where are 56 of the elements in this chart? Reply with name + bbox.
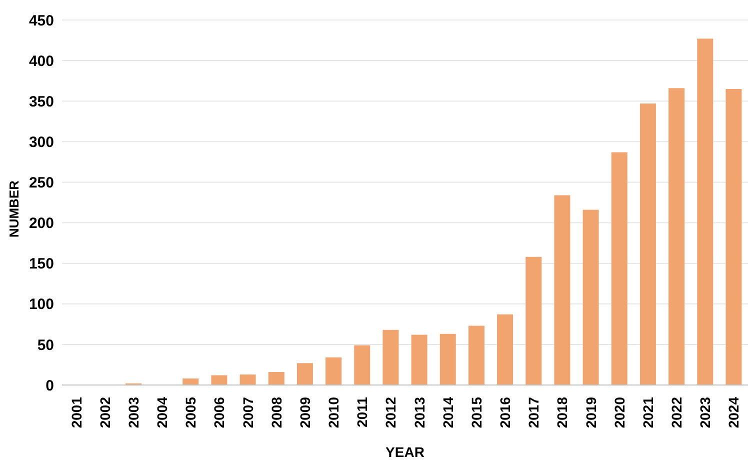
y-tick-label: 100 <box>28 296 54 314</box>
bar <box>296 363 313 385</box>
x-tick-label: 2021 <box>640 396 656 428</box>
x-tick-label: 2007 <box>240 396 256 428</box>
bar <box>582 210 599 385</box>
x-tick-label: 2023 <box>697 396 714 428</box>
y-tick-label: 250 <box>28 174 54 192</box>
x-tick-label: 2009 <box>296 396 313 428</box>
bar <box>526 256 542 385</box>
y-tick-label: 400 <box>28 52 54 70</box>
bar <box>440 334 456 385</box>
x-tick-label: 2020 <box>611 396 628 428</box>
y-tick-label: 150 <box>28 256 54 273</box>
y-tick-label: 450 <box>28 12 54 30</box>
x-tick-label: 2006 <box>211 396 228 428</box>
bar <box>382 330 399 385</box>
x-tick-label: 2005 <box>182 396 199 428</box>
y-tick-label: 0 <box>46 377 54 394</box>
bar <box>668 88 685 385</box>
y-tick-label: 50 <box>37 336 54 354</box>
bar <box>468 326 484 385</box>
x-tick-label: 2004 <box>154 396 170 428</box>
bar <box>326 357 342 385</box>
x-tick-label: 2001 <box>68 396 84 428</box>
x-tick-label: 2014 <box>440 396 456 428</box>
x-tick-label: 2013 <box>411 396 428 428</box>
y-tick-label: 300 <box>28 134 54 151</box>
bar <box>497 314 514 385</box>
bar <box>640 104 656 385</box>
bar <box>211 375 228 385</box>
bar <box>726 88 742 385</box>
y-axis-title: NUMBER <box>6 180 22 238</box>
bar <box>554 195 570 385</box>
x-axis-title: YEAR <box>386 444 424 460</box>
bar <box>268 372 284 385</box>
x-tick-label: 2010 <box>326 396 342 428</box>
bar <box>182 378 199 385</box>
x-tick-label: 2008 <box>268 396 284 428</box>
x-tick-label: 2012 <box>382 396 399 428</box>
x-tick-label: 2003 <box>125 396 142 428</box>
x-tick-label: 2019 <box>582 396 599 428</box>
x-tick-label: 2024 <box>726 396 742 428</box>
x-tick-label: 2002 <box>96 396 113 428</box>
x-tick-label: 2016 <box>497 396 514 428</box>
bar <box>697 38 714 385</box>
bar <box>411 334 428 385</box>
x-tick-label: 2022 <box>668 396 685 428</box>
bar <box>611 152 628 385</box>
x-tick-label: 2015 <box>468 396 484 428</box>
x-tick-label: 2018 <box>554 396 570 428</box>
x-tick-label: 2017 <box>526 396 542 428</box>
bar <box>240 374 256 385</box>
bar <box>354 345 370 385</box>
x-tick-label: 2011 <box>354 396 370 428</box>
y-tick-label: 200 <box>28 215 54 232</box>
y-tick-label: 350 <box>28 93 54 110</box>
